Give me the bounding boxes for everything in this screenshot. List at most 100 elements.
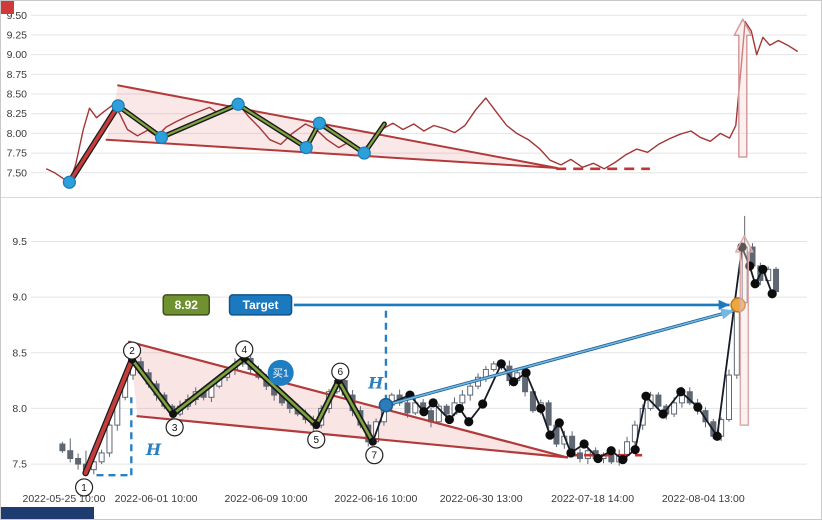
candle <box>443 405 450 415</box>
y-tick-label: 8.50 <box>7 89 28 101</box>
swing-dot <box>745 261 755 271</box>
x-tick-label: 2022-08-04 13:00 <box>662 493 745 505</box>
taskbar-fragment <box>1 507 94 519</box>
wedge-upper-trendline <box>117 84 558 169</box>
swing-dot <box>464 417 474 427</box>
pivot-dot <box>154 130 169 144</box>
swing-dot <box>606 446 616 456</box>
swing-dot <box>712 431 722 441</box>
price-target-value-box-label: 8.92 <box>175 298 199 312</box>
swing-dot <box>428 398 438 408</box>
swing-dot <box>693 402 703 412</box>
buy-signal-badge[interactable] <box>267 359 294 386</box>
projection-trend-arrow-highlight <box>385 309 736 406</box>
breakout-arrow-annotation <box>735 235 754 426</box>
candle <box>725 374 732 421</box>
buy-signal-label: 买1 <box>273 368 289 380</box>
candle <box>624 441 631 456</box>
pivot-dot <box>111 99 125 113</box>
pivot-number-1: 1 <box>81 483 87 494</box>
swing-dot <box>478 399 488 409</box>
pivot-number-circle-7 <box>365 446 384 465</box>
swing-dot <box>509 377 519 387</box>
pivot-number-7: 7 <box>372 451 378 462</box>
zigzag-vertex-dot <box>368 437 377 446</box>
projection-arrow-head <box>720 308 735 320</box>
candle <box>106 424 113 454</box>
target-label-box[interactable] <box>228 294 293 316</box>
candle <box>655 394 662 407</box>
swing-dot <box>767 289 777 299</box>
swing-dot <box>630 444 640 455</box>
candle <box>490 363 497 370</box>
swing-dot <box>545 430 555 440</box>
pivot-dot <box>299 140 313 155</box>
swing-dot <box>579 439 589 449</box>
y-tick-label: 8.75 <box>7 69 28 81</box>
candle <box>435 405 442 423</box>
swing-dot <box>658 409 668 419</box>
wedge-lower-trendline <box>136 415 569 459</box>
top-chart-canvas[interactable]: 9.50 9.25 9.00 8.75 8.50 8.25 8.00 7.75 7.50 <box>1 3 822 197</box>
breakout-arrow-annotation <box>733 18 753 158</box>
wedge-lower-trendline <box>105 138 558 169</box>
zigzag-line <box>130 357 375 444</box>
candle <box>98 452 105 463</box>
swing-dot <box>554 418 564 428</box>
panel-divider <box>1 197 821 198</box>
y-tick-label: 7.75 <box>7 148 28 160</box>
zigzag-vertex-dot <box>312 421 321 430</box>
pivot-number-circle-2 <box>122 341 142 360</box>
candle <box>733 302 740 376</box>
pivot-number-5: 5 <box>314 435 320 446</box>
swing-dot <box>419 407 429 417</box>
x-tick-label: 2022-05-25 10:00 <box>23 493 106 505</box>
y-tick-label: 7.5 <box>12 459 27 471</box>
y-tick-label: 8.0 <box>12 403 27 415</box>
y-tick-label: 8.5 <box>12 347 27 359</box>
pivot-number-6: 6 <box>337 367 343 378</box>
swing-dot <box>618 455 628 465</box>
y-tick-label: 8.25 <box>7 108 28 120</box>
h-measure-label: H <box>145 440 162 459</box>
target-label-box-label: Target <box>243 298 279 312</box>
bottom-chart-canvas[interactable]: 9.5 9.0 8.5 8.0 7.5 2022-05-25 10:00 2022-06-0… <box>1 199 822 520</box>
x-tick-label: 2022-06-09 10:00 <box>225 493 308 505</box>
pivot-number-circle-5 <box>307 430 326 449</box>
candle <box>576 452 583 460</box>
pivot-number-circle-6 <box>331 362 350 381</box>
x-tick-label: 2022-07-18 14:00 <box>551 493 634 505</box>
swing-dot <box>758 264 768 274</box>
breakout-dot <box>378 397 394 413</box>
candle <box>75 458 82 465</box>
zigzag-vertex-dot <box>169 409 178 418</box>
impulse-leg <box>83 357 135 475</box>
candle <box>59 443 66 452</box>
pivot-number-4: 4 <box>242 345 248 356</box>
swing-dot <box>496 359 506 369</box>
y-tick-label: 7.50 <box>7 167 28 179</box>
pivot-dot <box>312 116 326 130</box>
pivot-number-circle-3 <box>165 418 184 437</box>
swing-dot <box>750 279 760 289</box>
pivot-number-circle-4 <box>235 340 254 359</box>
swing-dot <box>454 403 465 414</box>
swing-dot <box>641 391 651 401</box>
y-tick-label: 9.0 <box>12 292 27 304</box>
swing-dot <box>593 453 603 464</box>
candle <box>459 394 466 404</box>
y-tick-label: 9.00 <box>7 49 28 61</box>
candle <box>631 424 638 443</box>
h-measure-label: H <box>367 373 384 392</box>
swing-dot <box>566 448 576 458</box>
target-dot <box>730 297 746 313</box>
y-tick-label: 9.5 <box>12 236 27 248</box>
y-tick-label: 9.50 <box>7 10 28 22</box>
y-tick-label: 8.00 <box>7 128 28 140</box>
pivot-number-3: 3 <box>172 423 178 434</box>
x-tick-label: 2022-06-16 10:00 <box>334 493 417 505</box>
pivot-number-circle-1 <box>74 478 94 497</box>
price-target-value-box[interactable] <box>162 294 211 316</box>
pivot-dot <box>357 146 371 160</box>
